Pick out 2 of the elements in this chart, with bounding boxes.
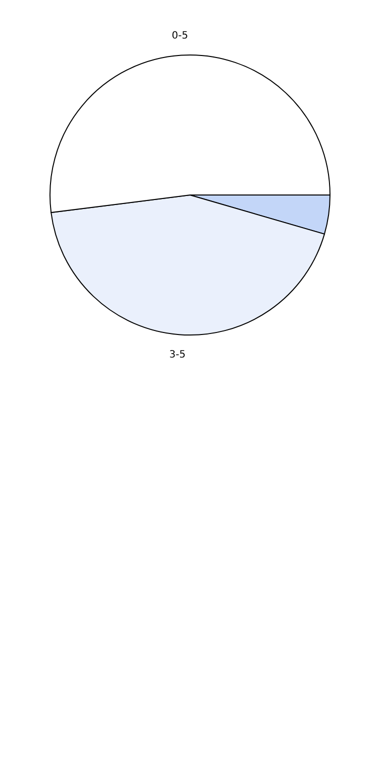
slice-label: 0-5 (172, 30, 188, 42)
slice-label: 3-5 (169, 350, 186, 361)
